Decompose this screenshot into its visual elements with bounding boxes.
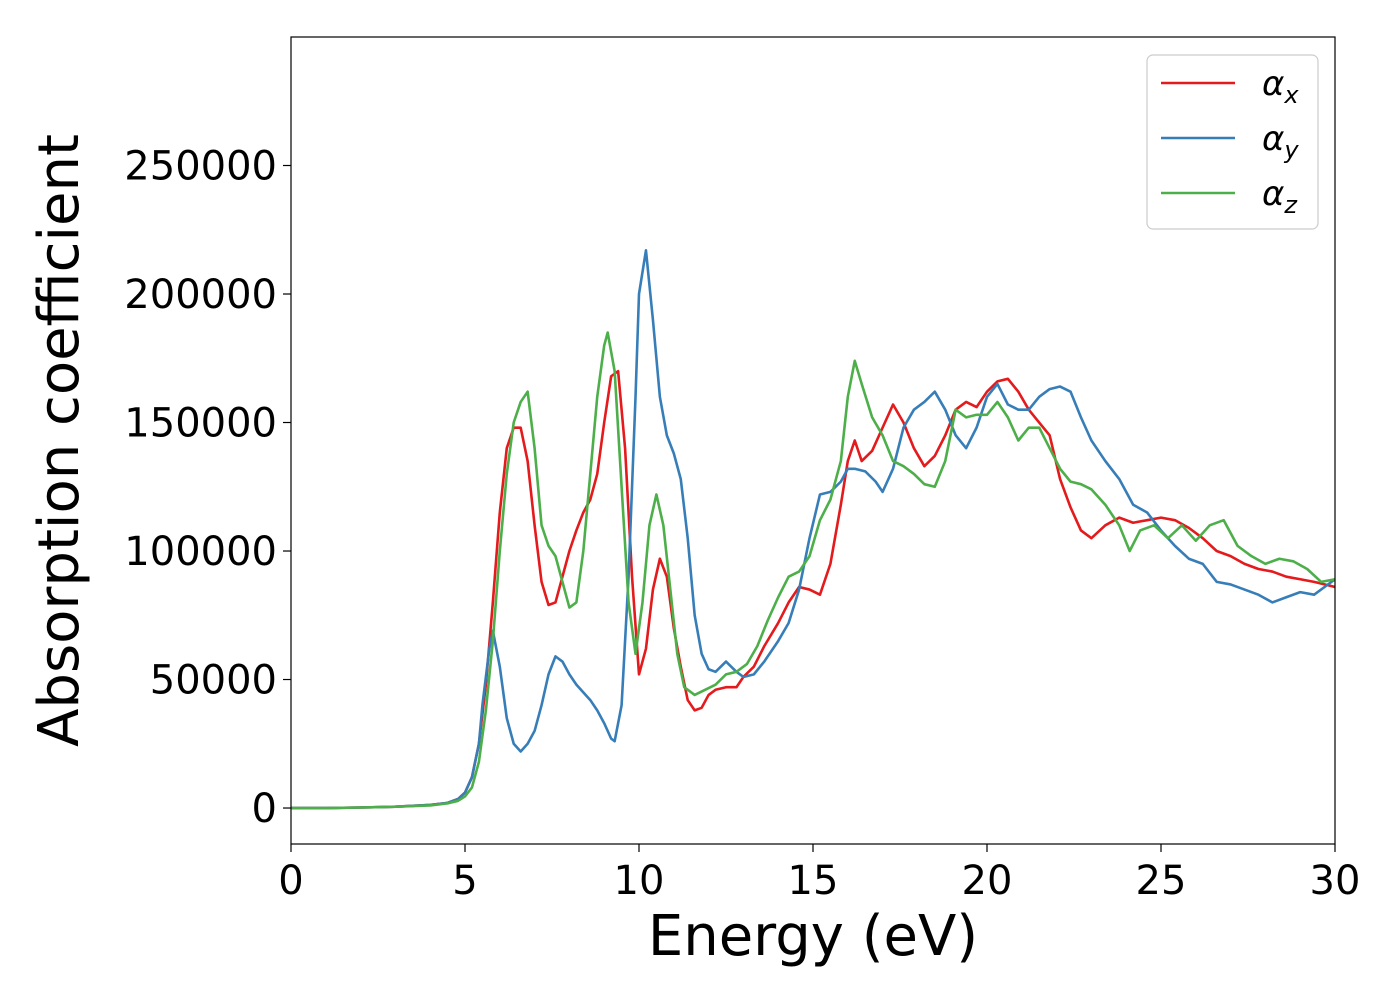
axis-ticks: 0 5 10 15 20 25 30 0 50000 100000 150000 200000 2500… xyxy=(124,144,1360,904)
x-tick-label: 10 xyxy=(614,858,665,904)
x-tick-label: 20 xyxy=(962,858,1013,904)
y-tick-label: 0 xyxy=(252,786,277,832)
y-tick-label: 100000 xyxy=(124,529,277,575)
series-line-x xyxy=(291,369,1335,810)
x-tick-label: 15 xyxy=(788,858,839,904)
y-axis-title: Absorption coefficient xyxy=(27,134,92,747)
y-tick-label: 150000 xyxy=(124,401,277,447)
series-line-y xyxy=(291,249,1335,810)
x-axis-title: Energy (eV) xyxy=(648,904,978,969)
x-tick-label: 5 xyxy=(452,858,477,904)
y-tick-label: 50000 xyxy=(150,658,277,704)
y-tick-label: 250000 xyxy=(124,144,277,190)
legend-box xyxy=(1146,54,1319,230)
y-tick-label: 200000 xyxy=(124,272,277,318)
series-line-z xyxy=(291,331,1335,810)
x-tick-label: 25 xyxy=(1136,858,1187,904)
x-tick-label: 30 xyxy=(1310,858,1361,904)
x-tick-label: 0 xyxy=(278,858,303,904)
